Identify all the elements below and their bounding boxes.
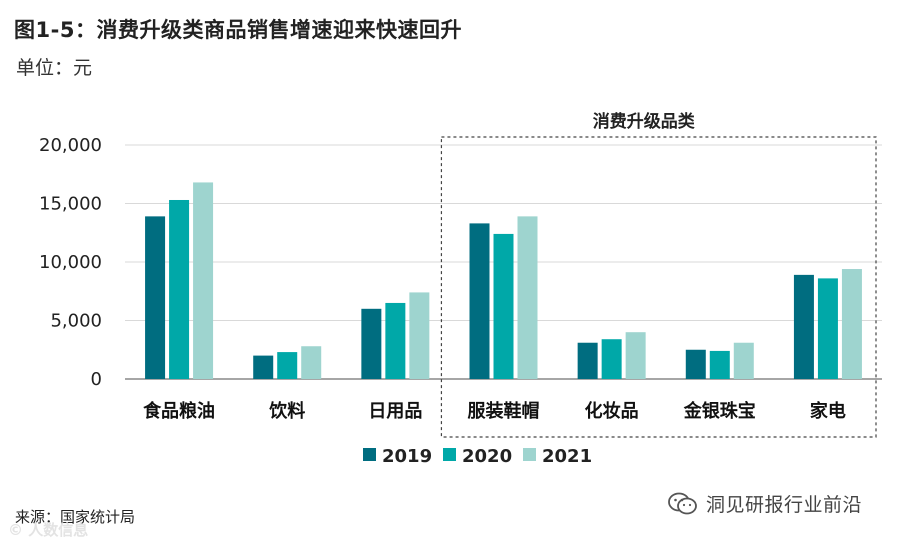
y-tick-label: 0 [91,369,102,390]
category-label: 饮料 [268,400,305,422]
legend: 2019 2020 2021 [363,446,592,467]
bar-2020-金银珠宝 [709,350,730,379]
bar-2020-化妆品 [601,339,622,379]
category-label: 家电 [810,400,846,422]
bar-2019-服装鞋帽 [469,223,490,379]
watermark-left: © 人数信息 [8,521,89,539]
bar-2019-饮料 [253,355,274,379]
bar-2020-日用品 [385,302,406,379]
bar-2019-金银珠宝 [685,349,706,379]
bar-2020-饮料 [277,352,298,379]
legend-label-2020: 2020 [462,446,512,467]
y-tick-label: 5,000 [50,311,102,332]
category-label: 金银珠宝 [683,400,756,422]
y-tick-label: 15,000 [39,194,102,215]
category-label: 日用品 [368,401,422,422]
category-label: 食品粮油 [142,400,215,422]
watermark-right-text: 洞见研报行业前沿 [706,494,863,516]
category-labels: 食品粮油 饮料 日用品 服装鞋帽 化妆品 金银珠宝 家电 [142,400,846,422]
highlight-box [440,136,877,438]
bar-2019-化妆品 [577,342,598,379]
y-tick-label: 20,000 [39,135,102,156]
bar-2019-日用品 [361,308,382,379]
bar-2021-金银珠宝 [733,342,754,379]
bar-2021-化妆品 [625,332,646,379]
legend-swatch-2020 [443,448,456,461]
bar-2020-服装鞋帽 [493,233,514,379]
highlight-group-label: 消费升级品类 [593,111,696,132]
source-note: 来源：国家统计局 [15,508,136,526]
legend-swatch-2019 [363,448,376,461]
y-tick-label: 10,000 [39,252,102,273]
legend-label-2019: 2019 [382,446,432,467]
wechat-icon [668,492,697,514]
category-label: 服装鞋帽 [468,400,540,422]
unit-label: 单位：元 [16,57,93,79]
y-axis-ticks: 0 5,000 10,000 15,000 20,000 [39,135,102,390]
legend-label-2021: 2021 [542,446,592,467]
watermark-right: 洞见研报行业前沿 [668,490,862,517]
bar-2020-食品粮油 [169,199,190,379]
bars [145,182,862,379]
bar-2020-家电 [817,278,838,379]
bar-2021-日用品 [409,292,430,379]
legend-swatch-2021 [523,448,536,461]
highlight-group: 消费升级品类 [440,111,877,438]
bar-2021-家电 [841,269,862,379]
bar-2021-服装鞋帽 [517,216,538,379]
bar-2019-食品粮油 [145,216,166,379]
category-label: 化妆品 [585,400,639,422]
bar-2019-家电 [793,274,814,379]
bar-2021-食品粮油 [193,182,214,379]
bar-2021-饮料 [301,346,322,379]
chart-title: 图1-5：消费升级类商品销售增速迎来快速回升 [14,18,462,42]
